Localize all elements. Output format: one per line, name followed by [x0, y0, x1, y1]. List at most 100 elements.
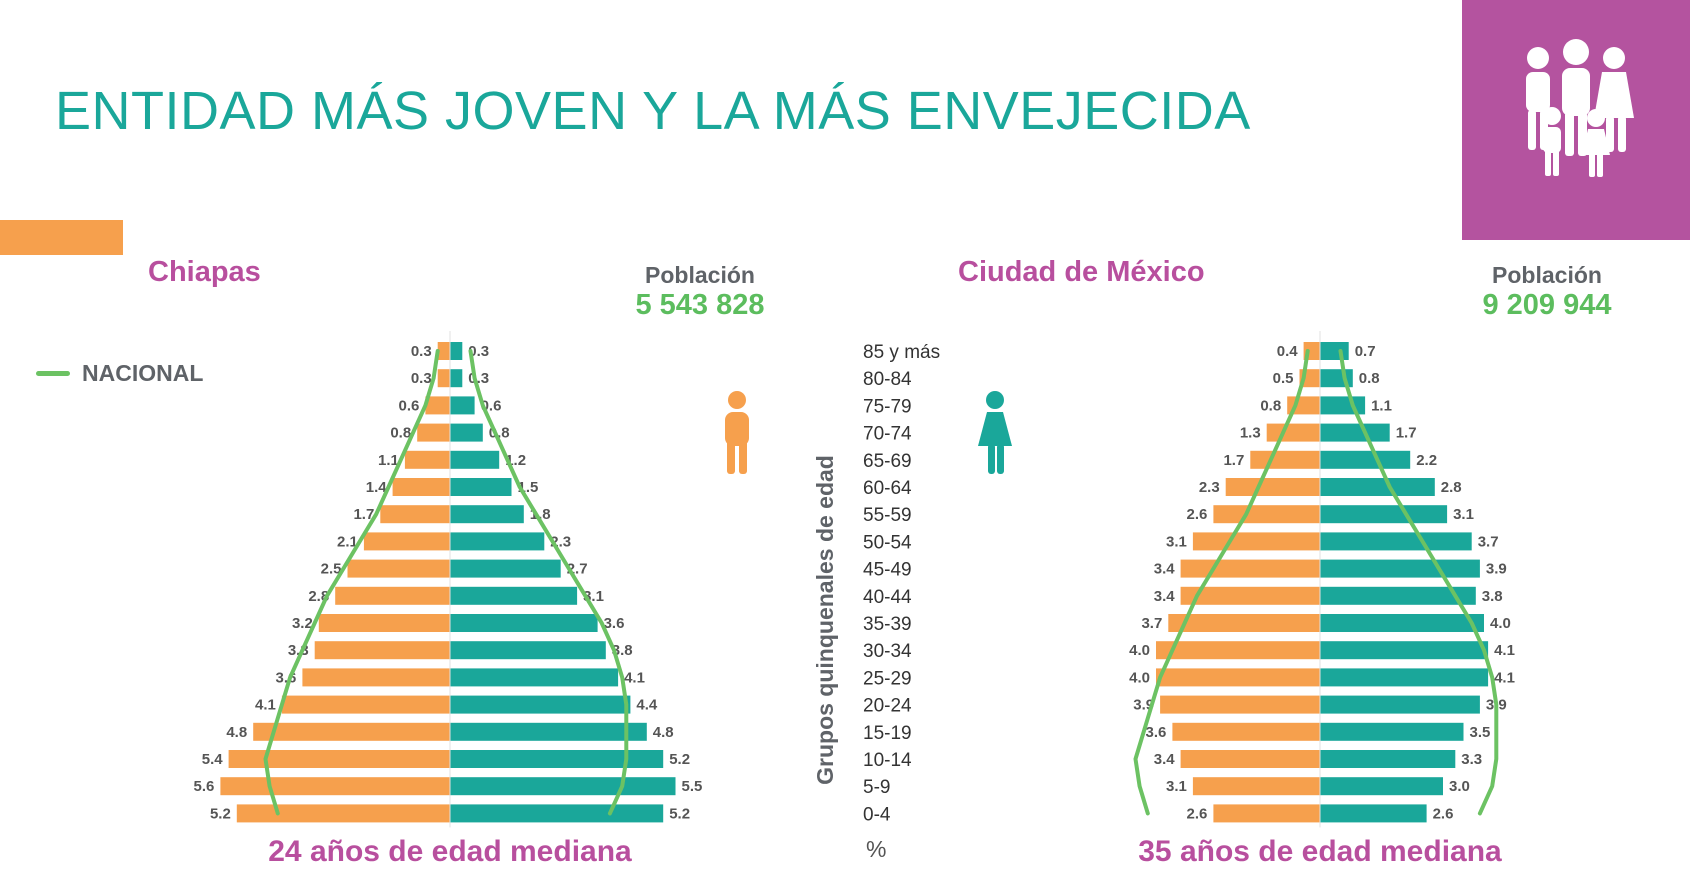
bar-men-60-64 — [392, 478, 450, 496]
bar-men-10-14 — [1180, 750, 1320, 768]
bar-men-60-64 — [1225, 478, 1320, 496]
data-label-women: 0.3 — [468, 370, 489, 387]
nacional-line-men — [1133, 349, 1310, 816]
bar-women-0-4 — [1320, 804, 1427, 823]
data-label-men: 3.2 — [292, 615, 313, 632]
population-value-chiapas: 5 543 828 — [635, 289, 765, 321]
bar-women-30-34 — [450, 641, 606, 660]
state-name-cdmx: Ciudad de México — [958, 256, 1205, 288]
data-label-men: 5.2 — [210, 805, 231, 822]
population-label-cdmx: Población — [1492, 262, 1602, 288]
bar-men-5-9 — [220, 777, 450, 796]
data-label-men: 3.7 — [1141, 615, 1162, 632]
data-label-women: 0.7 — [1355, 343, 1376, 360]
bar-women-70-74 — [450, 423, 483, 442]
data-label-men: 1.7 — [1223, 452, 1244, 469]
data-label-women: 3.6 — [604, 615, 625, 632]
bar-men-20-24 — [281, 695, 450, 714]
x-unit-label: % — [866, 836, 887, 862]
bar-women-10-14 — [450, 750, 664, 768]
page-title: ENTIDAD MÁS JOVEN Y LA MÁS ENVEJECIDA — [55, 81, 1251, 141]
man-icon — [725, 391, 749, 474]
data-label-women: 3.0 — [1449, 778, 1470, 795]
bar-men-0-4 — [236, 804, 450, 823]
age-group-label: 70-74 — [863, 424, 912, 445]
age-group-label: 30-34 — [863, 641, 912, 662]
data-label-men: 2.6 — [1187, 506, 1208, 523]
population-label-chiapas: Población — [645, 262, 755, 288]
bar-women-75-79 — [1320, 396, 1366, 415]
bar-women-25-29 — [450, 668, 619, 687]
data-label-women: 2.6 — [1433, 805, 1454, 822]
bar-women-0-4 — [450, 804, 664, 823]
bar-women-20-24 — [1320, 695, 1480, 714]
age-group-label: 55-59 — [863, 505, 912, 526]
bar-men-45-49 — [1180, 559, 1320, 578]
data-label-women: 3.5 — [1470, 724, 1491, 741]
bar-women-5-9 — [1320, 777, 1443, 796]
data-label-women: 4.1 — [1494, 669, 1515, 686]
legend-line-nacional — [36, 371, 70, 376]
data-label-men: 5.4 — [202, 751, 224, 768]
bar-women-55-59 — [1320, 505, 1448, 524]
data-label-men: 3.1 — [1166, 533, 1187, 550]
median-age-chiapas: 24 años de edad mediana — [268, 835, 632, 868]
bar-women-75-79 — [450, 396, 475, 415]
bar-women-20-24 — [450, 695, 631, 714]
woman-icon — [978, 391, 1012, 474]
age-group-label: 25-29 — [863, 668, 912, 689]
data-label-women: 3.8 — [1482, 588, 1503, 605]
bar-women-45-49 — [450, 559, 561, 578]
age-group-label: 50-54 — [863, 532, 912, 553]
data-label-men: 1.7 — [353, 506, 374, 523]
bar-men-50-54 — [1192, 532, 1320, 551]
bar-men-65-69 — [1250, 450, 1320, 469]
bar-women-45-49 — [1320, 559, 1480, 578]
data-label-women: 4.1 — [624, 669, 645, 686]
data-label-women: 0.3 — [468, 343, 489, 360]
data-label-men: 2.5 — [321, 561, 342, 578]
age-group-label: 65-69 — [863, 451, 912, 472]
bar-women-35-39 — [1320, 614, 1484, 632]
data-label-women: 5.2 — [669, 751, 690, 768]
age-group-label: 0-4 — [863, 804, 891, 825]
bar-women-65-69 — [450, 450, 500, 469]
bar-women-60-64 — [1320, 478, 1435, 496]
state-name-chiapas: Chiapas — [148, 256, 261, 288]
bar-women-85-y-más — [450, 342, 463, 360]
age-group-label: 40-44 — [863, 587, 912, 608]
nacional-line-women — [468, 349, 629, 816]
legend: NACIONAL — [36, 360, 203, 387]
data-label-women: 3.7 — [1478, 533, 1499, 550]
legend-label: NACIONAL — [82, 360, 204, 386]
bar-women-80-84 — [450, 369, 463, 388]
data-label-women: 5.2 — [669, 805, 690, 822]
bar-men-15-19 — [1172, 722, 1320, 741]
age-group-label: 85 y más — [863, 342, 940, 363]
bar-women-65-69 — [1320, 450, 1411, 469]
age-group-label: 75-79 — [863, 396, 912, 417]
data-label-women: 2.2 — [1416, 452, 1437, 469]
bar-men-85-y-más — [437, 342, 450, 360]
age-group-label: 5-9 — [863, 777, 890, 798]
age-group-labels: 85 y más 80-84 75-79 70-74 65-69 60-64 55-59 50… — [863, 342, 940, 825]
bar-women-50-54 — [1320, 532, 1472, 551]
y-axis-label: Grupos quinquenales de edad — [812, 455, 838, 785]
nacional-line-men — [263, 349, 440, 816]
data-label-men: 4.8 — [226, 724, 247, 741]
bar-men-40-44 — [335, 586, 450, 605]
age-group-label: 45-49 — [863, 560, 912, 581]
bar-men-75-79 — [425, 396, 450, 415]
data-label-women: 2.8 — [1441, 479, 1462, 496]
bar-women-60-64 — [450, 478, 512, 496]
data-label-men: 0.3 — [411, 370, 432, 387]
bar-men-15-19 — [253, 722, 450, 741]
bar-women-40-44 — [450, 586, 578, 605]
age-group-label: 10-14 — [863, 750, 912, 771]
data-label-men: 4.0 — [1129, 642, 1150, 659]
bar-men-40-44 — [1180, 586, 1320, 605]
data-label-men: 0.8 — [1260, 397, 1281, 414]
bar-men-70-74 — [1266, 423, 1320, 442]
bar-men-45-49 — [347, 559, 450, 578]
